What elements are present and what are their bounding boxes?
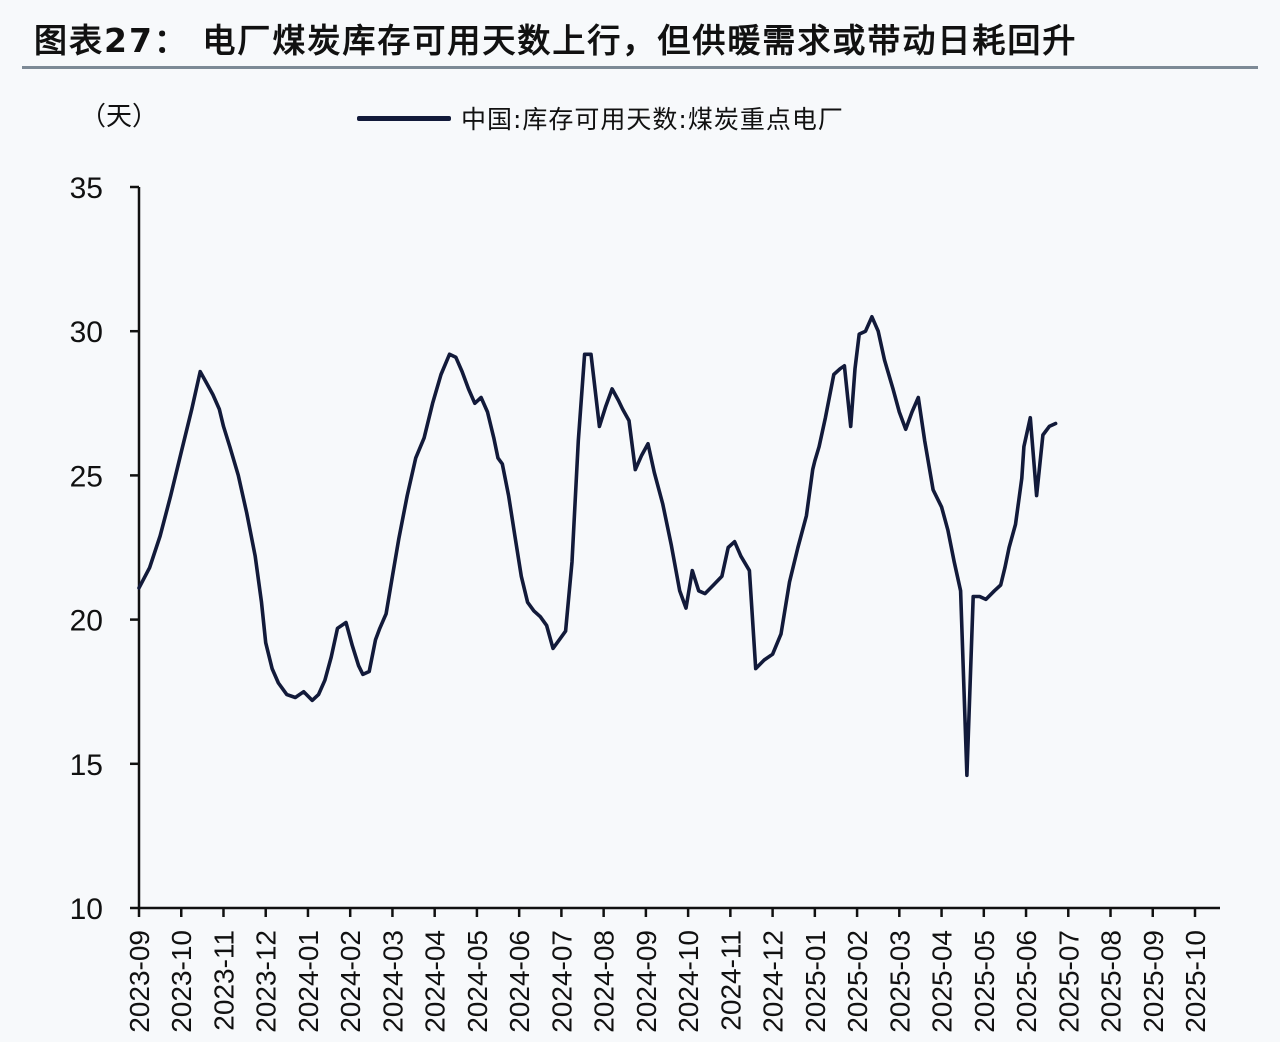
x-tick-label: 2025-10	[1180, 930, 1211, 1033]
x-tick-label: 2025-07	[1053, 930, 1084, 1033]
x-tick-label: 2023-09	[124, 930, 155, 1033]
x-axis: 2023-09 2023-10 2023-11 2023-12 2024-01 2024-…	[124, 906, 1220, 1033]
x-tick-label: 2023-11	[208, 930, 239, 1031]
x-tick-label: 2025-05	[969, 930, 1000, 1033]
x-tick-label: 2024-06	[504, 930, 535, 1033]
x-tick-label: 2025-04	[927, 930, 958, 1033]
y-tick-label: 20	[70, 605, 103, 638]
x-tick-label: 2024-12	[758, 930, 789, 1033]
y-axis: 10 15 20 25 30 35	[70, 172, 141, 926]
x-tick-label: 2024-03	[377, 930, 408, 1033]
x-tick-label: 2025-01	[800, 930, 831, 1033]
chart-title: 图表27： 电厂煤炭库存可用天数上行，但供暖需求或带动日耗回升	[34, 21, 1078, 60]
x-tick-label: 2025-02	[842, 930, 873, 1033]
x-tick-label: 2024-02	[335, 930, 366, 1033]
x-tick-label: 2024-09	[631, 930, 662, 1033]
legend-label: 中国:库存可用天数:煤炭重点电厂	[461, 105, 844, 134]
title-divider	[22, 66, 1258, 69]
x-tick-label: 2024-04	[420, 930, 451, 1033]
x-tick-label: 2024-05	[462, 930, 493, 1033]
x-tick-label: 2025-03	[884, 930, 915, 1033]
y-axis-unit-label: （天）	[80, 102, 159, 132]
x-tick-label: 2024-11	[715, 930, 746, 1031]
legend-line-swatch	[357, 115, 451, 121]
x-tick-label: 2025-06	[1011, 930, 1042, 1033]
y-tick-label: 15	[70, 749, 103, 782]
x-tick-label: 2024-10	[673, 930, 704, 1033]
series-line	[137, 314, 1058, 778]
series-layer	[137, 314, 1058, 778]
legend: 中国:库存可用天数:煤炭重点电厂	[357, 100, 844, 136]
x-tick-label: 2025-08	[1096, 930, 1127, 1033]
y-tick-label: 30	[70, 316, 103, 349]
x-tick-label: 2024-08	[589, 930, 620, 1033]
y-tick-label: 10	[70, 893, 103, 926]
x-tick-label: 2024-07	[546, 930, 577, 1033]
x-tick-label: 2023-12	[251, 930, 282, 1033]
y-tick-label: 25	[70, 460, 103, 493]
x-tick-label: 2023-10	[166, 930, 197, 1033]
x-tick-label: 2025-09	[1138, 930, 1169, 1033]
x-tick-label: 2024-01	[293, 930, 324, 1033]
y-tick-label: 35	[70, 172, 103, 205]
